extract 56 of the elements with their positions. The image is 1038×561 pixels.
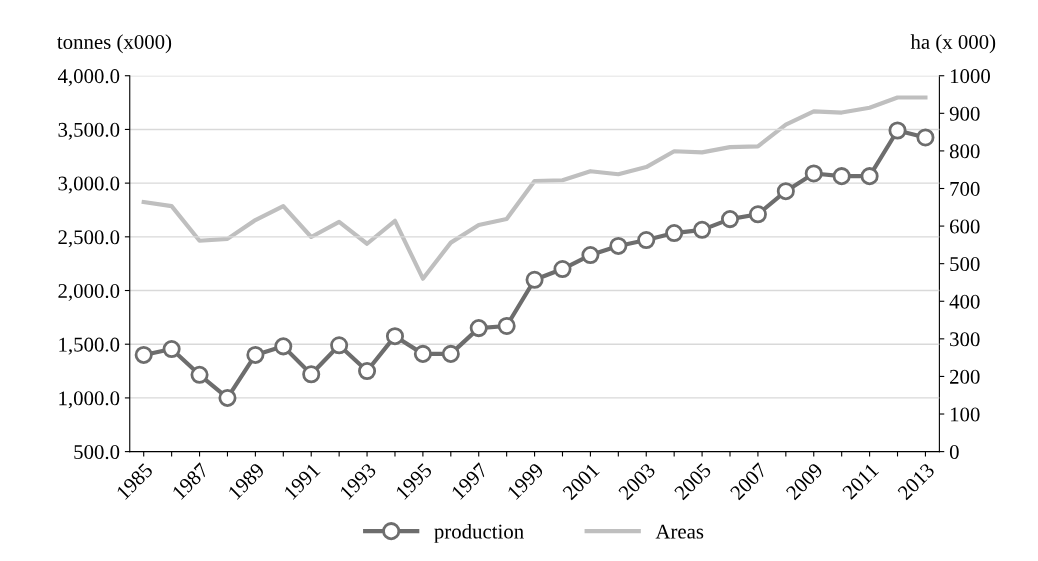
point xyxy=(302,365,321,384)
point xyxy=(162,340,181,359)
point xyxy=(413,344,432,363)
point xyxy=(497,316,516,335)
point xyxy=(888,121,907,140)
y2-tick-label: 100 xyxy=(950,407,980,422)
y2-tick-label: 500 xyxy=(950,257,980,272)
legend-label: production xyxy=(434,523,524,543)
y-tick-label: 500.0 xyxy=(74,444,120,460)
point xyxy=(637,231,656,250)
y-tick-label: 3,500.0 xyxy=(58,122,120,140)
y-tick-label: 1,500.0 xyxy=(59,337,120,355)
point xyxy=(330,336,349,355)
line-series xyxy=(141,95,928,281)
point xyxy=(609,236,628,255)
point xyxy=(246,345,265,364)
y2-tick-label: 1000 xyxy=(950,69,990,84)
y2-tick-label: 0 xyxy=(949,444,959,460)
legend-label: Areas xyxy=(655,524,704,539)
x-tick-label: 1991 xyxy=(283,462,321,500)
point xyxy=(469,319,488,338)
y2-tick-label: 700 xyxy=(950,181,980,196)
point xyxy=(693,220,712,239)
y2-tick-label: 200 xyxy=(950,369,980,384)
y2-tick-label: 900 xyxy=(949,106,980,121)
point xyxy=(190,365,209,384)
point xyxy=(134,345,153,364)
point xyxy=(860,167,879,186)
y-tick-label: 3,000.0 xyxy=(58,176,120,194)
y2-tick-label: 600 xyxy=(950,219,980,234)
y-tick-label: 4,000.0 xyxy=(57,69,120,87)
point xyxy=(776,182,795,201)
point xyxy=(581,246,600,265)
point xyxy=(832,167,851,186)
point xyxy=(441,344,460,363)
point xyxy=(916,128,935,147)
point xyxy=(358,362,377,381)
y2-axis-title: ha (x 000) xyxy=(910,34,996,54)
point xyxy=(525,270,544,289)
point xyxy=(385,327,405,346)
y-tick-label: 1,000.0 xyxy=(59,391,120,409)
point xyxy=(804,164,823,183)
point xyxy=(720,210,740,229)
x-tick-label: 2001 xyxy=(562,462,600,501)
y2-tick-label: 800 xyxy=(949,144,980,159)
y-tick-label: 2,500.0 xyxy=(58,230,120,248)
y2-tick-label: 300 xyxy=(950,332,980,347)
point xyxy=(665,224,684,243)
point xyxy=(274,337,293,356)
y-axis-title: tonnes (x000) xyxy=(57,34,172,54)
y2-tick-label: 400 xyxy=(949,294,980,309)
point xyxy=(748,205,767,224)
point xyxy=(553,260,572,279)
point xyxy=(218,388,237,407)
y-tick-label: 2,000.0 xyxy=(58,283,120,301)
x-tick-label: 2011 xyxy=(841,462,880,500)
